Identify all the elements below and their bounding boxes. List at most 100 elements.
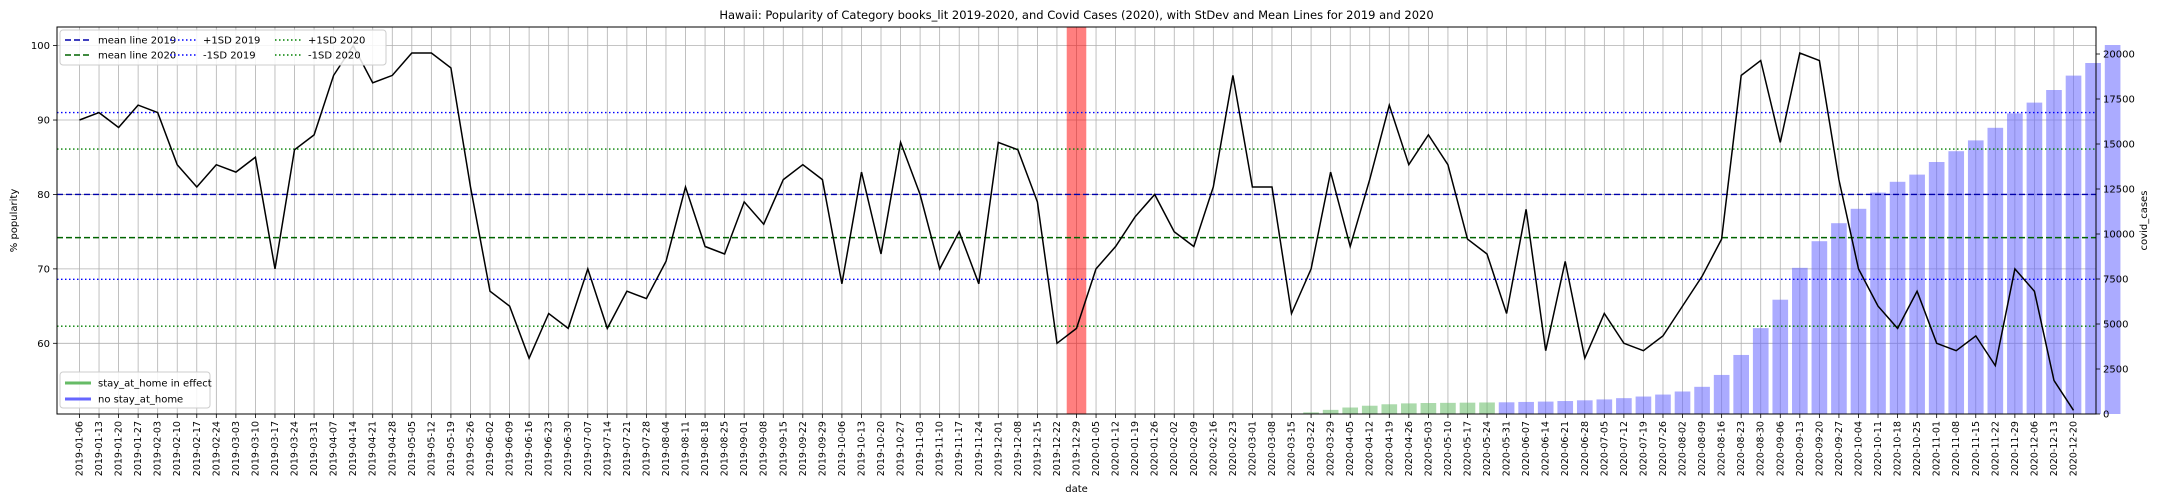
covid-bar (1811, 241, 1828, 414)
x-tick-label: 2019-05-19 (446, 421, 457, 476)
covid-bar (2007, 113, 2023, 415)
x-tick-label: 2020-06-07 (1521, 421, 1532, 476)
right-y-axis: 0 2500 5000 7500 10000 12500 15000 17500 20000 (2096, 50, 2135, 421)
x-tick-label: 2020-08-30 (1756, 421, 1767, 476)
x-tick-label: 2020-01-05 (1091, 421, 1102, 476)
chart-title: Hawaii: Popularity of Category books_lit… (719, 8, 1433, 22)
x-tick-label: 2019-12-01 (993, 421, 1004, 476)
highlight-band (1066, 27, 1087, 414)
x-tick-label: 2020-10-04 (1853, 421, 1864, 476)
x-tick-label: 2019-03-31 (309, 421, 320, 476)
x-tick-label: 2019-04-28 (387, 421, 398, 476)
x-tick-label: 2019-11-03 (915, 421, 926, 476)
covid-bar (1655, 394, 1671, 414)
x-tick-label: 2019-08-25 (720, 421, 731, 476)
x-tick-label: 2019-07-28 (641, 421, 652, 476)
x-tick-label: 2020-09-27 (1834, 421, 1845, 476)
legend-top-box (59, 29, 387, 66)
covid-bar (1303, 412, 1319, 414)
covid-bar (1713, 374, 1730, 414)
covid-bar (1987, 127, 2004, 415)
right-y-axis-label: covid_cases (2139, 191, 2150, 251)
legend-stay-at-home: stay_at_home in effect no stay_at_home (59, 371, 212, 409)
covid-bar (1752, 328, 1769, 414)
x-tick-label: 2020-07-26 (1658, 421, 1669, 476)
covid-bar (1342, 407, 1359, 414)
x-tick-label: 2019-06-16 (524, 421, 535, 476)
x-tick-label: 2020-09-20 (1814, 421, 1825, 476)
legend-label: +1SD 2020 (308, 36, 365, 47)
x-tick-label: 2019-08-04 (661, 421, 672, 476)
x-tick-label: 2020-12-13 (2049, 421, 2060, 476)
x-tick-label: 2019-03-03 (231, 421, 242, 476)
covid-bar (1674, 391, 1691, 414)
legend-reference-lines: mean line 2019 mean line 2020 +1SD 2019 -1S… (59, 29, 387, 66)
x-tick-label: 2019-06-30 (563, 421, 574, 476)
covid-bar (1772, 299, 1789, 414)
left-y-tick-label: 100 (31, 41, 50, 52)
covid-bar (1889, 181, 1906, 414)
left-y-tick-label: 90 (37, 116, 50, 127)
covid-bar (1479, 402, 1495, 414)
right-y-tick-label: 0 (2103, 410, 2109, 421)
x-tick-label: 2019-01-13 (94, 421, 105, 476)
x-tick-label: 2019-05-12 (426, 421, 437, 476)
covid-bar (1537, 401, 1554, 414)
x-tick-label: 2019-12-22 (1052, 421, 1063, 476)
x-tick-label: 2020-05-10 (1443, 421, 1454, 476)
x-tick-label: 2019-02-03 (153, 421, 164, 476)
x-tick-label: 2020-07-12 (1619, 421, 1630, 476)
x-tick-label: 2020-03-01 (1247, 421, 1258, 476)
covid-bar (1361, 405, 1378, 414)
x-tick-label: 2019-07-21 (622, 421, 633, 476)
x-tick-label: 2019-06-23 (544, 421, 555, 476)
x-tick-label: 2020-04-12 (1365, 421, 1376, 476)
x-tick-label: 2020-08-09 (1697, 421, 1708, 476)
covid-bar (2065, 75, 2082, 414)
x-tick-label: 2019-05-05 (407, 421, 418, 476)
x-tick-label: 2020-05-03 (1423, 421, 1434, 476)
x-tick-label: 2020-01-19 (1130, 421, 1141, 476)
x-axis: 2019-01-06 2019-01-13 2019-01-20 2019-01-27… (74, 414, 2080, 476)
left-y-axis: 60 70 80 90 100 (31, 41, 57, 350)
popularity-line (79, 44, 2075, 411)
legend-label: no stay_at_home (98, 395, 183, 406)
x-tick-label: 2019-08-18 (700, 421, 711, 476)
x-tick-label: 2019-12-29 (1072, 421, 1083, 476)
x-tick-label: 2020-03-29 (1326, 421, 1337, 476)
x-tick-label: 2020-04-05 (1345, 421, 1356, 476)
x-tick-label: 2020-03-08 (1267, 421, 1278, 476)
covid-bar (1635, 396, 1652, 414)
covid-bar (1498, 402, 1515, 414)
x-tick-label: 2020-02-02 (1169, 421, 1180, 476)
x-tick-label: 2020-11-22 (1990, 421, 2001, 476)
x-tick-label: 2019-02-10 (172, 421, 183, 476)
covid-bar (1850, 208, 1867, 414)
x-tick-label: 2020-06-28 (1580, 421, 1591, 476)
covid-bar (1401, 403, 1417, 414)
left-y-axis-label: % popularity (9, 189, 20, 253)
x-tick-label: 2020-06-14 (1541, 421, 1552, 476)
right-y-tick-label: 2500 (2103, 365, 2128, 376)
left-y-tick-label: 70 (37, 264, 50, 275)
right-y-tick-label: 15000 (2103, 140, 2135, 151)
x-tick-label: 2020-05-31 (1502, 421, 1513, 476)
x-tick-label: 2019-02-17 (192, 421, 203, 476)
x-tick-label: 2019-05-26 (465, 421, 476, 476)
x-tick-label: 2020-09-06 (1775, 421, 1786, 476)
x-tick-label: 2020-03-22 (1306, 421, 1317, 476)
covid-bar (1909, 174, 1925, 414)
x-tick-label: 2019-08-11 (681, 421, 692, 476)
x-axis-label: date (1065, 484, 1088, 495)
x-tick-label: 2019-04-21 (368, 421, 379, 476)
left-y-tick-label: 80 (37, 190, 50, 201)
legend-label: -1SD 2019 (203, 51, 256, 62)
x-tick-label: 2019-01-06 (74, 421, 85, 476)
covid-bar (2046, 90, 2062, 414)
x-tick-label: 2019-01-27 (133, 421, 144, 476)
x-tick-label: 2020-02-09 (1189, 421, 1200, 476)
x-tick-label: 2019-12-08 (1013, 421, 1024, 476)
x-tick-label: 2019-04-07 (329, 421, 340, 476)
x-tick-label: 2020-11-15 (1971, 421, 1982, 476)
covid-bar (1733, 354, 1749, 414)
